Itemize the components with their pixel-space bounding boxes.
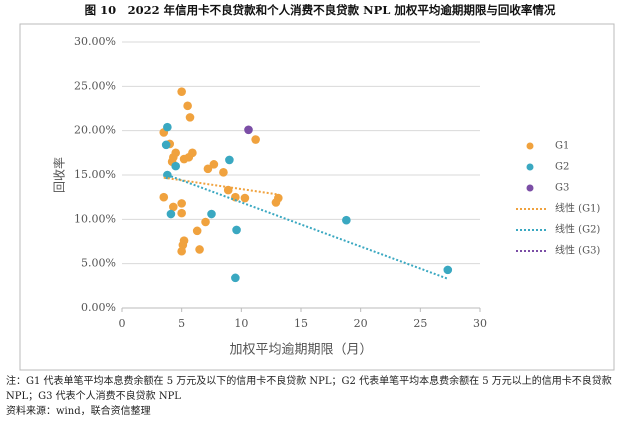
notes: 注：G1 代表单笔平均本息费余额在 5 万元及以下的信用卡不良贷款 NPL；G2… [6,374,634,419]
point [192,226,202,236]
legend-marker [526,163,534,171]
point [177,208,186,218]
point [231,273,240,283]
point [171,161,180,171]
point [251,135,260,144]
chart: 图 10 2022 年信用卡不良贷款和个人消费不良贷款 NPL 加权平均逾期期限… [19,3,615,371]
legend-label: 线性 (G2) [555,223,600,236]
chart-frame [19,23,615,371]
y-tick-label: 25.00% [74,79,116,92]
point [177,199,186,208]
point [177,87,186,96]
point [223,185,233,195]
x-tick-label: 0 [119,317,126,330]
point [195,245,204,254]
point [184,152,194,162]
point [225,155,234,165]
y-tick-label: 15.00% [74,168,116,181]
x-axis-title: 加权平均逾期期限（月） [229,342,372,358]
point [169,202,178,212]
point [219,168,228,177]
legend-label: 线性 (G3) [555,244,600,257]
x-tick-label: 5 [178,317,185,330]
point [244,125,253,135]
point [209,160,219,169]
x-tick-label: 25 [413,317,427,330]
point [161,140,171,150]
source: 资料来源：wind，联合资信整理 [6,406,151,417]
y-axis-title: 回收率 [52,157,67,193]
note: 注：G1 代表单笔平均本息费余额在 5 万元及以下的信用卡不良贷款 NPL；G2… [6,376,612,402]
y-tick-label: 10.00% [74,212,116,225]
point [201,217,210,227]
point [177,246,186,256]
point [271,198,281,207]
x-tick-label: 15 [294,317,308,330]
point [240,193,250,203]
point [342,215,351,225]
y-tick-label: 0.00% [81,301,116,314]
trend-line [167,174,449,280]
y-tick-label: 20.00% [74,124,116,137]
point [159,192,169,202]
trend-line [163,176,279,196]
point [207,209,216,219]
x-tick-label: 20 [354,317,368,330]
point [185,113,195,122]
point [163,122,172,132]
y-tick-label: 5.00% [81,257,116,270]
x-tick-label: 30 [473,317,487,330]
x-tick-label: 10 [234,317,248,330]
point [443,265,453,275]
legend-label: G2 [555,162,569,173]
point [183,101,192,111]
point [203,164,213,174]
point [231,192,240,202]
legend-label: G1 [555,141,569,152]
chart-title: 图 10 2022 年信用卡不良贷款和个人消费不良贷款 NPL 加权平均逾期期限… [85,3,556,17]
legend-label: G3 [555,183,569,194]
point [166,209,176,219]
legend-marker [526,142,534,150]
point [232,225,241,235]
legend-label: 线性 (G1) [555,202,600,215]
legend-marker [526,184,534,192]
y-tick-label: 30.00% [74,35,116,48]
